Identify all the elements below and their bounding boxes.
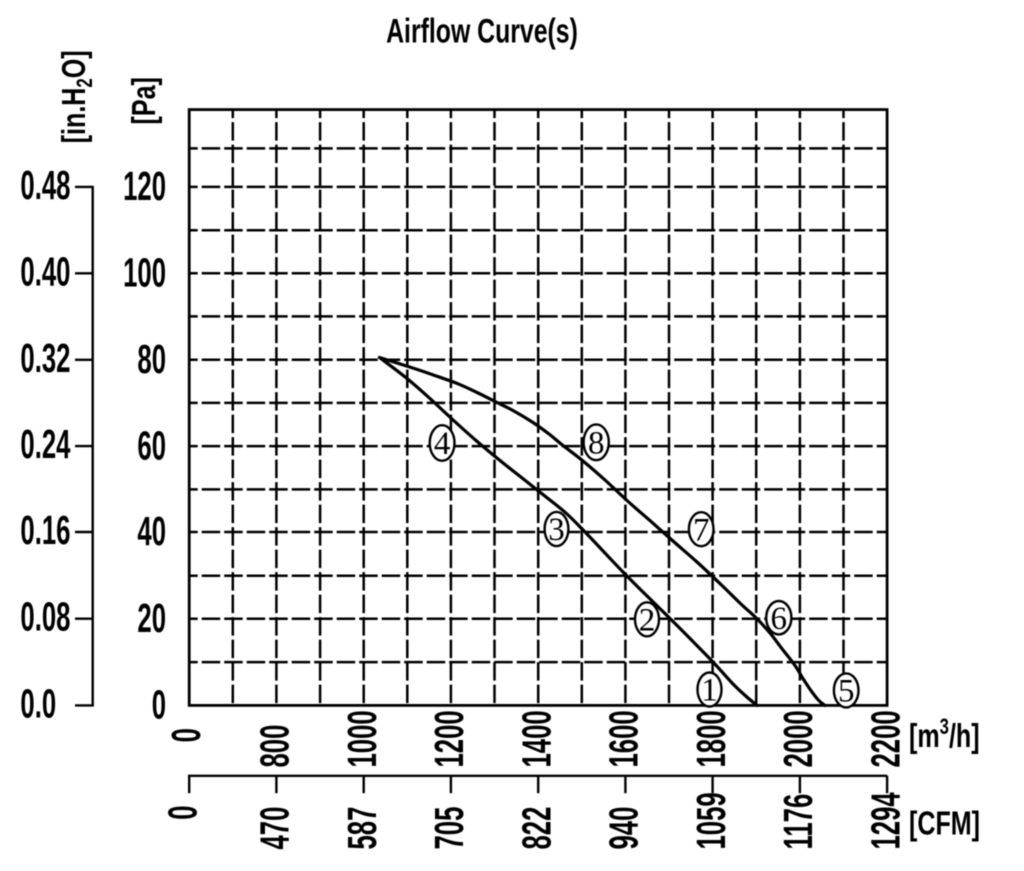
svg-text:2: 2	[639, 603, 656, 639]
svg-text:100: 100	[123, 251, 166, 296]
svg-text:Airflow Curve(s): Airflow Curve(s)	[386, 13, 578, 51]
svg-text:4: 4	[434, 426, 451, 462]
svg-text:822: 822	[515, 807, 560, 850]
svg-text:5: 5	[838, 674, 855, 710]
svg-text:120: 120	[123, 164, 166, 209]
svg-text:1176: 1176	[776, 794, 821, 850]
svg-text:[in.H2O]: [in.H2O]	[56, 50, 98, 143]
svg-text:40: 40	[137, 509, 166, 554]
svg-text:0.40: 0.40	[20, 249, 70, 294]
svg-text:0.0: 0.0	[20, 682, 56, 727]
svg-text:0.32: 0.32	[20, 336, 70, 381]
svg-text:8: 8	[588, 426, 605, 462]
svg-text:0: 0	[161, 805, 206, 819]
svg-text:1200: 1200	[427, 710, 472, 767]
svg-text:3: 3	[548, 512, 565, 548]
svg-text:0.48: 0.48	[20, 163, 70, 208]
svg-text:80: 80	[137, 337, 166, 382]
svg-text:60: 60	[137, 423, 166, 468]
svg-text:1800: 1800	[689, 710, 734, 767]
svg-text:1600: 1600	[602, 710, 647, 767]
svg-text:2000: 2000	[776, 710, 821, 767]
svg-text:[Pa]: [Pa]	[126, 77, 163, 124]
svg-text:940: 940	[602, 807, 647, 850]
svg-text:7: 7	[693, 512, 710, 548]
svg-text:1000: 1000	[340, 710, 385, 767]
svg-text:2200: 2200	[864, 710, 909, 767]
svg-text:6: 6	[771, 601, 788, 637]
svg-text:587: 587	[340, 807, 385, 850]
svg-text:[CFM]: [CFM]	[909, 805, 980, 842]
svg-text:0: 0	[152, 683, 166, 728]
svg-text:470: 470	[253, 807, 298, 850]
svg-text:0.16: 0.16	[20, 508, 70, 553]
svg-text:1059: 1059	[689, 792, 734, 849]
svg-text:1400: 1400	[515, 710, 560, 767]
svg-text:0: 0	[164, 728, 209, 742]
svg-text:0.24: 0.24	[20, 422, 70, 467]
svg-text:705: 705	[427, 807, 472, 850]
svg-text:1: 1	[701, 673, 718, 709]
svg-text:1294: 1294	[864, 792, 909, 849]
svg-text:800: 800	[253, 725, 298, 768]
svg-text:20: 20	[137, 596, 166, 641]
svg-text:0.08: 0.08	[20, 595, 70, 640]
